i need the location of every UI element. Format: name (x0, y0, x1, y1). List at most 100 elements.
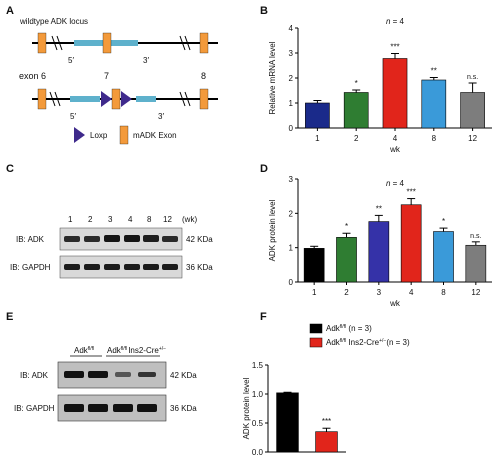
bar (315, 431, 338, 453)
break-mark (51, 35, 58, 51)
y-tick-label: 0.5 (252, 419, 264, 428)
y-tick-label: 1 (289, 99, 294, 108)
legend-label: Adkfl/fl (n = 3) (326, 324, 372, 333)
blot-band (162, 236, 178, 242)
significance-label: n.s. (470, 233, 481, 240)
x-tick-label: 1 (315, 134, 320, 143)
loxp-site (101, 91, 112, 107)
group-label-control: Adkfl/fl (74, 346, 94, 355)
exon-label-8: 8 (201, 71, 206, 81)
y-tick-label: 2 (289, 74, 294, 83)
exon-box (199, 88, 209, 110)
x-axis-label: wk (389, 145, 401, 154)
y-tick-label: 0 (289, 278, 294, 287)
x-tick-label: 8 (441, 288, 446, 297)
bar (421, 79, 447, 129)
y-tick-label: 3 (289, 175, 294, 184)
exon-6-box (37, 32, 47, 54)
significance-label: *** (406, 188, 415, 197)
exon-legend-label: mADK Exon (133, 131, 177, 140)
prime-5-top: 5′ (68, 56, 74, 65)
blot-row-size: 42 KDa (170, 371, 197, 380)
significance-label: * (442, 217, 445, 226)
blot-band (104, 264, 120, 270)
significance-label: ** (431, 67, 437, 76)
panel-c-blot: 1 2 3 4 8 12 (wk) IB: ADK 42 KDa IB: GAP… (10, 215, 213, 279)
exon-legend-icon (119, 125, 129, 145)
exon-label-6: exon 6 (19, 71, 46, 81)
lane-label: 1 (68, 215, 73, 224)
loxp-legend-label: Loxp (90, 131, 108, 140)
panel-letter-d: D (260, 163, 268, 175)
exon-8-box (199, 32, 209, 54)
blot-band (64, 264, 80, 270)
blot-band (84, 236, 100, 242)
bar (305, 102, 330, 129)
break-mark (184, 35, 191, 51)
bar (460, 92, 485, 129)
bar (336, 237, 357, 283)
blot-band (138, 372, 156, 377)
bar (465, 244, 487, 283)
legend-label: Adkfl/fl Ins2-Cre+/−(n = 3) (326, 338, 410, 347)
lane-label: 8 (147, 215, 152, 224)
break-mark (184, 91, 191, 107)
bar (343, 92, 369, 129)
exon-label-7: 7 (104, 71, 109, 81)
x-tick-label: 2 (344, 288, 349, 297)
break-mark (56, 35, 63, 51)
significance-label: * (345, 222, 348, 231)
panel-a-diagram: wildtype ADK locus 5′ 3′ exon 6 7 8 5′ 3… (19, 17, 218, 145)
break-mark (54, 91, 61, 107)
lane-label: 3 (108, 215, 113, 224)
n-annotation: n = 4 (386, 179, 405, 188)
blot-row-size: 36 KDa (170, 404, 197, 413)
blot-row-size: 36 KDa (186, 263, 213, 272)
bar (303, 248, 325, 283)
blot-band (137, 404, 157, 412)
blot-band (143, 264, 159, 270)
blot-row-label: IB: GAPDH (14, 404, 55, 413)
blot-strip-adk (59, 227, 183, 251)
bar (400, 204, 422, 283)
break-mark (49, 91, 56, 107)
break-mark (179, 91, 186, 107)
blot-band (113, 404, 133, 412)
panel-letter-b: B (260, 5, 268, 17)
prime-3-top: 3′ (143, 56, 149, 65)
panel-letter-f: F (260, 311, 267, 323)
blot-band (115, 372, 131, 377)
significance-label: n.s. (467, 74, 478, 81)
blot-strip-gapdh (59, 255, 183, 279)
blot-band (88, 404, 108, 412)
exon-7-box (102, 32, 112, 54)
y-tick-label: 2 (289, 209, 294, 218)
y-tick-label: 1.5 (252, 361, 264, 370)
significance-label: ** (376, 204, 382, 213)
bar (382, 58, 408, 129)
lane-label: 12 (163, 215, 172, 224)
x-tick-label: 8 (432, 134, 437, 143)
panel-letter-a: A (6, 5, 14, 17)
panel-e-blot: Adkfl/fl Adkfl/flIns2-Cre+/− IB: ADK 42 … (14, 346, 197, 422)
blot-band (64, 371, 84, 378)
loxp-legend-icon (74, 127, 85, 143)
lane-unit: (wk) (182, 215, 197, 224)
blot-row-size: 42 KDa (186, 235, 213, 244)
y-tick-label: 4 (289, 24, 294, 33)
y-tick-label: 3 (289, 49, 294, 58)
x-tick-label: 12 (468, 134, 477, 143)
lane-label: 4 (128, 215, 133, 224)
y-axis-label: ADK protein level (268, 199, 277, 261)
intron-segment (136, 96, 156, 102)
blot-band (104, 235, 120, 242)
loxp-site (121, 91, 132, 107)
legend-swatch (309, 337, 323, 348)
y-tick-label: 0.0 (252, 448, 264, 457)
blot-band (64, 236, 80, 242)
break-mark (179, 35, 186, 51)
y-tick-label: 0 (289, 124, 294, 133)
